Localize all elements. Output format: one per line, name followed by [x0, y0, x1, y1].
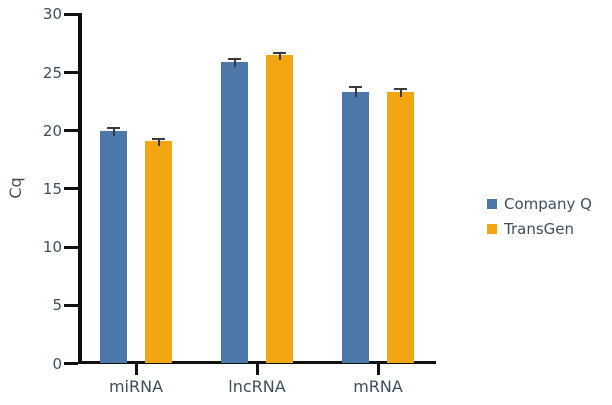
- y-axis-line: [78, 13, 82, 364]
- x-tick-mark: [376, 363, 380, 375]
- y-tick-mark: [64, 362, 78, 365]
- x-tick-label-mirna: miRNA: [108, 377, 164, 396]
- error-bar-cap: [349, 86, 362, 89]
- bar-company-q-lncrna: [221, 62, 248, 363]
- error-bar-cap: [152, 138, 165, 141]
- y-tick-mark: [64, 129, 78, 133]
- error-bar-stem: [399, 89, 402, 98]
- y-tick-mark: [64, 12, 78, 16]
- y-tick-label: 20: [42, 121, 62, 140]
- y-tick-label: 5: [52, 296, 62, 315]
- x-tick-mark: [134, 363, 138, 375]
- bar-company-q-mirna: [100, 130, 127, 363]
- y-tick-mark: [64, 245, 78, 249]
- x-axis-line: [78, 361, 436, 364]
- bar-transgen-lncrna: [266, 55, 293, 363]
- y-tick-mark: [64, 187, 78, 191]
- error-bar-stem: [233, 58, 236, 68]
- legend-swatch-icon: [487, 198, 497, 209]
- error-bar-cap: [273, 51, 286, 54]
- y-tick-mark: [64, 71, 78, 74]
- error-bar-stem: [157, 139, 160, 147]
- legend: Company Q TransGen: [487, 191, 592, 241]
- legend-item-company-q: Company Q: [487, 191, 592, 216]
- y-tick-label: 10: [42, 238, 62, 257]
- legend-label: TransGen: [504, 219, 574, 238]
- bar-transgen-mrna: [387, 92, 414, 363]
- y-tick-label: 25: [42, 63, 62, 82]
- x-tick-mark: [255, 363, 259, 375]
- error-bar-cap: [107, 127, 120, 130]
- error-bar-cap: [228, 57, 241, 60]
- y-tick-label: 30: [42, 5, 62, 24]
- legend-label: Company Q: [504, 194, 592, 213]
- error-bar-stem: [112, 128, 115, 136]
- error-bar-cap: [394, 88, 407, 91]
- x-tick-label-lncrna: lncRNA: [228, 377, 286, 396]
- y-tick-mark: [64, 303, 78, 307]
- error-bar-stem: [354, 87, 357, 98]
- bar-company-q-mrna: [342, 92, 369, 363]
- y-tick-label: 15: [42, 179, 62, 198]
- x-tick-label-mrna: mRNA: [353, 377, 403, 396]
- bar-transgen-mirna: [145, 141, 172, 363]
- y-tick-label: 0: [52, 354, 62, 373]
- legend-swatch-icon: [487, 223, 497, 234]
- legend-item-transgen: TransGen: [487, 216, 592, 241]
- error-bar-stem: [278, 52, 281, 61]
